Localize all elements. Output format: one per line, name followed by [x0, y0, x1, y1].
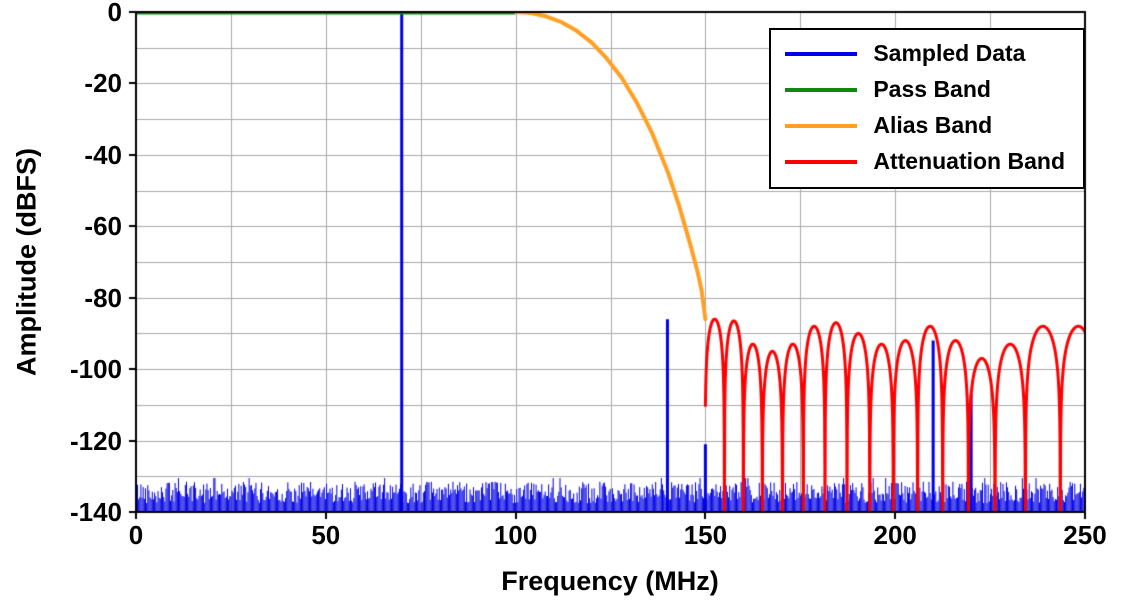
legend-label: Pass Band: [873, 76, 991, 102]
legend-swatch: [785, 87, 858, 92]
legend: Sampled Data Pass Band Alias Band Attenuati…: [769, 28, 1085, 189]
legend-label: Attenuation Band: [873, 148, 1065, 174]
legend-swatch: [785, 123, 858, 128]
legend-label: Sampled Data: [873, 40, 1026, 66]
legend-item-pass-band: Pass Band: [785, 72, 1065, 107]
y-tick-label: -20: [84, 68, 122, 99]
y-tick-label: -60: [84, 211, 122, 242]
legend-item-alias-band: Alias Band: [785, 108, 1065, 143]
y-tick-label: -140: [69, 497, 122, 527]
legend-label: Alias Band: [873, 112, 993, 138]
x-tick-label: 0: [128, 520, 144, 550]
y-tick-label: 0: [107, 0, 122, 27]
legend-swatch: [785, 159, 858, 164]
legend-item-attenuation-band: Attenuation Band: [785, 144, 1065, 179]
y-tick-label: -40: [84, 139, 122, 170]
x-axis-title: Frequency (MHz): [501, 566, 719, 596]
legend-item-sampled-data: Sampled Data: [785, 36, 1065, 71]
y-axis-title: Amplitude (dBFS): [11, 148, 42, 376]
x-tick-label: 50: [311, 520, 341, 550]
y-tick-label: -120: [69, 425, 122, 456]
x-tick-label: 250: [1063, 520, 1107, 550]
legend-swatch: [785, 51, 858, 56]
x-tick-label: 200: [873, 520, 917, 550]
x-tick-label: 100: [493, 520, 538, 550]
y-tick-label: -80: [84, 282, 122, 313]
x-tick-label: 150: [683, 520, 728, 550]
y-tick-label: -100: [69, 354, 122, 385]
